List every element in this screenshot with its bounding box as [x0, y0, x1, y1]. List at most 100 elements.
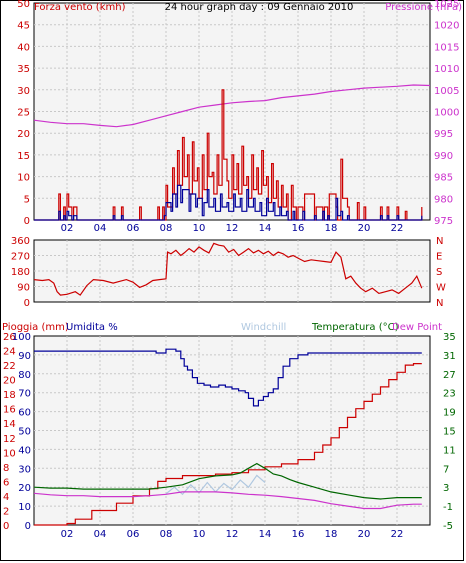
- dewpoint-line: [33, 491, 422, 510]
- x-tick-label: 22: [391, 529, 404, 540]
- direction-y-tick: 360: [11, 236, 30, 247]
- direction-y-tick: 270: [11, 252, 30, 263]
- rain-line: [34, 363, 422, 526]
- rain-y-tick: 10: [3, 448, 16, 459]
- wind-y-tick: 0: [24, 216, 30, 227]
- x-tick-label: 02: [61, 529, 74, 540]
- pressure-y-tick: 1005: [434, 86, 459, 97]
- humidity-y-tick: 0: [25, 521, 31, 532]
- x-tick-label: 04: [94, 529, 107, 540]
- rain-y-tick: 6: [3, 477, 9, 488]
- compass-label: N: [436, 298, 443, 309]
- x-tick-label: 08: [160, 529, 173, 540]
- x-tick-label: 18: [325, 529, 338, 540]
- humidity-axis-title: Umidita %: [66, 322, 118, 333]
- wind-speed-line: [34, 89, 423, 221]
- pressure-y-tick: 995: [434, 129, 453, 140]
- pressure-line: [33, 84, 431, 128]
- rain-y-tick: 2: [3, 506, 9, 517]
- windchill-legend: Windchill: [241, 322, 286, 333]
- rain-y-tick: 26: [3, 332, 16, 343]
- temperature-y-tick: 31: [443, 351, 456, 362]
- direction-y-tick: 90: [17, 283, 30, 294]
- wind-y-tick: 50: [17, 0, 30, 10]
- pressure-y-tick: 1000: [434, 108, 459, 119]
- rain-axis-title: Pioggia (mm): [2, 322, 69, 333]
- rain-y-tick: 4: [3, 492, 9, 503]
- humidity-y-tick: 40: [18, 445, 31, 456]
- compass-label: S: [436, 267, 442, 278]
- compass-label: W: [436, 283, 446, 294]
- temperature-y-tick: 3: [443, 483, 449, 494]
- temperature-y-tick: -1: [443, 502, 453, 513]
- rain-y-tick: 14: [3, 419, 16, 430]
- wind-y-tick: 10: [17, 173, 30, 184]
- wind-y-tick: 15: [17, 151, 30, 162]
- rain-y-tick: 0: [3, 521, 9, 532]
- humidity-y-tick: 100: [12, 332, 31, 343]
- temperature-y-tick: 11: [443, 445, 456, 456]
- chart-title: 24 hour graph day : 09 Gennaio 2010: [165, 2, 354, 13]
- x-tick-label: 14: [259, 223, 272, 234]
- x-tick-label: 04: [94, 223, 107, 234]
- wind-y-tick: 5: [24, 194, 30, 205]
- wind-gust-line: [34, 184, 423, 221]
- temperature-y-tick: 23: [443, 389, 456, 400]
- temperature-y-tick: 27: [443, 370, 456, 381]
- humidity-y-tick: 30: [18, 464, 31, 475]
- pressure-axis-title: Pressione (hPa): [385, 2, 462, 13]
- x-tick-label: 02: [61, 223, 74, 234]
- x-tick-label: 18: [325, 223, 338, 234]
- rain-y-tick: 16: [3, 405, 16, 416]
- pressure-y-tick: 1020: [434, 21, 459, 32]
- humidity-y-tick: 90: [18, 351, 31, 362]
- pressure-y-tick: 990: [434, 151, 453, 162]
- compass-label: N: [436, 236, 443, 247]
- temperature-line: [33, 462, 422, 500]
- rain-y-tick: 24: [3, 347, 16, 358]
- humidity-y-tick: 80: [18, 370, 31, 381]
- compass-label: E: [436, 252, 442, 263]
- x-tick-label: 06: [127, 529, 140, 540]
- wind-axis-title: Forza vento (kmh): [34, 2, 126, 13]
- rain-y-tick: 22: [3, 361, 16, 372]
- pressure-y-tick: 1025: [434, 0, 459, 10]
- direction-line: [33, 242, 423, 296]
- wind-y-tick: 45: [17, 21, 30, 32]
- pressure-y-tick: 1010: [434, 64, 459, 75]
- temperature-y-tick: 15: [443, 427, 456, 438]
- pressure-y-tick: 975: [434, 216, 453, 227]
- humidity-y-tick: 10: [18, 502, 31, 513]
- humidity-y-tick: 20: [18, 483, 31, 494]
- x-tick-label: 12: [226, 529, 239, 540]
- x-tick-label: 10: [193, 223, 206, 234]
- wind-y-tick: 20: [17, 129, 30, 140]
- rain-y-tick: 20: [3, 376, 16, 387]
- temperature-y-tick: 19: [443, 408, 456, 419]
- humidity-line: [34, 348, 422, 407]
- humidity-y-tick: 70: [18, 389, 31, 400]
- rain-y-tick: 18: [3, 390, 16, 401]
- direction-y-tick: 180: [11, 267, 30, 278]
- x-tick-label: 14: [259, 529, 272, 540]
- wind-y-tick: 35: [17, 64, 30, 75]
- x-tick-label: 12: [226, 223, 239, 234]
- wind-y-tick: 30: [17, 86, 30, 97]
- temperature-y-tick: -5: [443, 521, 453, 532]
- x-tick-label: 06: [127, 223, 140, 234]
- temperature-y-tick: 7: [443, 464, 449, 475]
- wind-y-tick: 25: [17, 108, 30, 119]
- humidity-y-tick: 50: [18, 427, 31, 438]
- rain-y-tick: 8: [3, 463, 9, 474]
- x-tick-label: 10: [193, 529, 206, 540]
- direction-y-tick: 0: [24, 298, 30, 309]
- rain-y-tick: 12: [3, 434, 16, 445]
- temperature-y-tick: 35: [443, 332, 456, 343]
- dewpoint-legend: Dew Point: [392, 322, 442, 333]
- pressure-y-tick: 985: [434, 173, 453, 184]
- humidity-y-tick: 60: [18, 408, 31, 419]
- pressure-y-tick: 1015: [434, 42, 459, 53]
- x-tick-label: 16: [292, 529, 305, 540]
